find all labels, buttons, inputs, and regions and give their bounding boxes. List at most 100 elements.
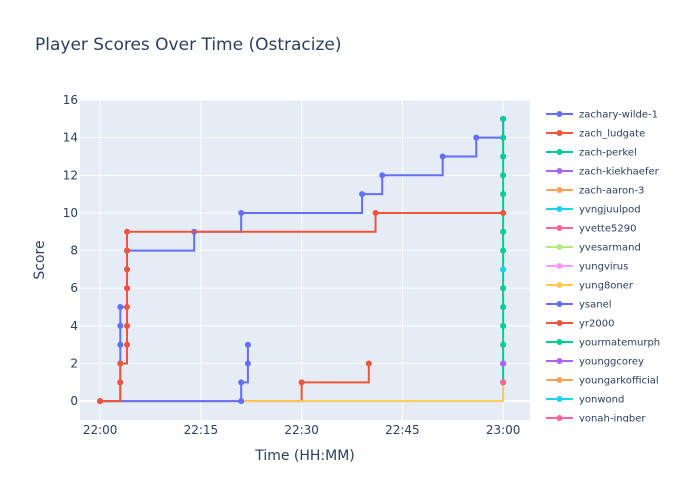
data-point <box>238 398 245 405</box>
x-tick-label: 22:00 <box>83 423 118 437</box>
series-line <box>100 344 249 403</box>
x-tick-label: 23:00 <box>486 423 521 437</box>
legend-label: ysanel <box>579 300 612 311</box>
legend-swatch-marker <box>556 301 563 307</box>
data-point <box>244 360 251 367</box>
legend-item[interactable]: yonah-ingber <box>546 414 646 425</box>
legend-item[interactable]: youngarkofficial <box>546 376 659 387</box>
data-point <box>117 304 124 311</box>
data-point <box>298 379 305 386</box>
legend[interactable]: zachary-wilde-1 zach_ludgate zach-perkel za… <box>546 110 660 425</box>
data-point <box>439 153 446 160</box>
data-point <box>500 379 507 386</box>
x-tick-label: 22:15 <box>184 423 219 437</box>
data-point <box>124 304 131 311</box>
legend-item[interactable]: zach-perkel <box>546 148 637 159</box>
data-point <box>500 341 507 348</box>
data-point <box>365 360 372 367</box>
data-point <box>238 209 245 216</box>
data-point <box>117 341 124 348</box>
x-tick-label: 22:45 <box>385 423 420 437</box>
y-tick-label: 8 <box>70 244 78 258</box>
legend-swatch-marker <box>556 282 563 288</box>
legend-swatch-marker <box>556 225 563 231</box>
data-point <box>124 285 131 292</box>
legend-swatch-marker <box>556 111 563 117</box>
data-point <box>124 266 131 273</box>
x-axis-ticks: 22:00 22:15 22:30 22:45 23:00 <box>83 423 521 437</box>
legend-swatch-marker <box>556 263 563 269</box>
legend-item[interactable]: ysanel <box>546 300 612 311</box>
legend-label: yourmatemurph <box>579 338 660 349</box>
legend-label: zach-kiekhaefer <box>579 167 660 178</box>
legend-item[interactable]: zach-aaron-3 <box>546 186 644 197</box>
y-tick-label: 6 <box>70 281 78 295</box>
y-tick-label: 14 <box>63 131 78 145</box>
legend-swatch-marker <box>556 377 563 383</box>
y-axis-ticks: 0 2 4 6 8 10 12 14 16 <box>63 93 78 408</box>
data-point <box>124 322 131 329</box>
legend-swatch-marker <box>556 396 563 402</box>
plot-area <box>80 100 530 420</box>
data-point <box>124 228 131 235</box>
legend-item[interactable]: zachary-wilde-1 <box>546 110 658 121</box>
data-point <box>500 191 507 198</box>
data-point <box>124 341 131 348</box>
series-yvngjuulpod <box>500 266 507 273</box>
legend-swatch-marker <box>556 149 563 155</box>
legend-swatch-marker <box>556 244 563 250</box>
series-ysanel <box>97 341 251 405</box>
data-point <box>124 247 131 254</box>
data-point <box>500 304 507 311</box>
legend-item[interactable]: yourmatemurph <box>546 338 660 349</box>
legend-swatch-marker <box>556 206 563 212</box>
legend-swatch-marker <box>556 339 563 345</box>
legend-item[interactable]: yonwond <box>546 395 624 406</box>
series-yonah-ingber <box>500 379 507 386</box>
legend-label: yr2000 <box>579 319 614 330</box>
data-point <box>500 172 507 179</box>
x-axis-title: Time (HH:MM) <box>254 448 355 464</box>
x-tick-label: 22:30 <box>284 423 319 437</box>
series-younggcorey <box>500 360 507 367</box>
legend-item[interactable]: yvesarmand <box>546 243 641 254</box>
data-point <box>500 360 507 367</box>
legend-swatch-marker <box>556 415 563 421</box>
y-tick-label: 2 <box>70 357 78 371</box>
data-point <box>117 322 124 329</box>
legend-label: zachary-wilde-1 <box>579 110 658 121</box>
legend-label: yvesarmand <box>579 243 641 254</box>
data-point <box>500 115 507 122</box>
legend-item[interactable]: younggcorey <box>546 357 644 368</box>
data-point <box>473 134 480 141</box>
legend-item[interactable]: yung8oner <box>546 281 634 292</box>
data-point <box>500 266 507 273</box>
legend-item[interactable]: yvngjuulpod <box>546 205 641 216</box>
legend-label: yvngjuulpod <box>579 205 641 216</box>
data-point <box>379 172 386 179</box>
data-point <box>500 247 507 254</box>
data-point <box>117 379 124 386</box>
legend-item[interactable]: zach_ludgate <box>546 129 645 140</box>
data-point <box>500 134 507 141</box>
data-point <box>97 398 104 405</box>
legend-label: yonwond <box>579 395 624 406</box>
legend-swatch-marker <box>556 168 563 174</box>
legend-item[interactable]: yvette5290 <box>546 224 636 235</box>
data-point <box>359 191 366 198</box>
data-point <box>500 285 507 292</box>
data-point <box>238 379 245 386</box>
chart-title: Player Scores Over Time (Ostracize) <box>35 35 342 55</box>
legend-swatch-marker <box>556 358 563 364</box>
y-tick-label: 0 <box>70 394 78 408</box>
legend-swatch-marker <box>556 130 563 136</box>
legend-item[interactable]: yr2000 <box>546 319 614 330</box>
legend-item[interactable]: zach-kiekhaefer <box>546 167 660 178</box>
legend-label: yungvirus <box>579 262 628 273</box>
data-point <box>500 322 507 329</box>
series-zach-perkel <box>500 115 507 386</box>
data-point <box>244 341 251 348</box>
legend-label: youngarkofficial <box>579 376 659 387</box>
legend-label: yonah-ingber <box>579 414 646 425</box>
legend-item[interactable]: yungvirus <box>546 262 628 273</box>
